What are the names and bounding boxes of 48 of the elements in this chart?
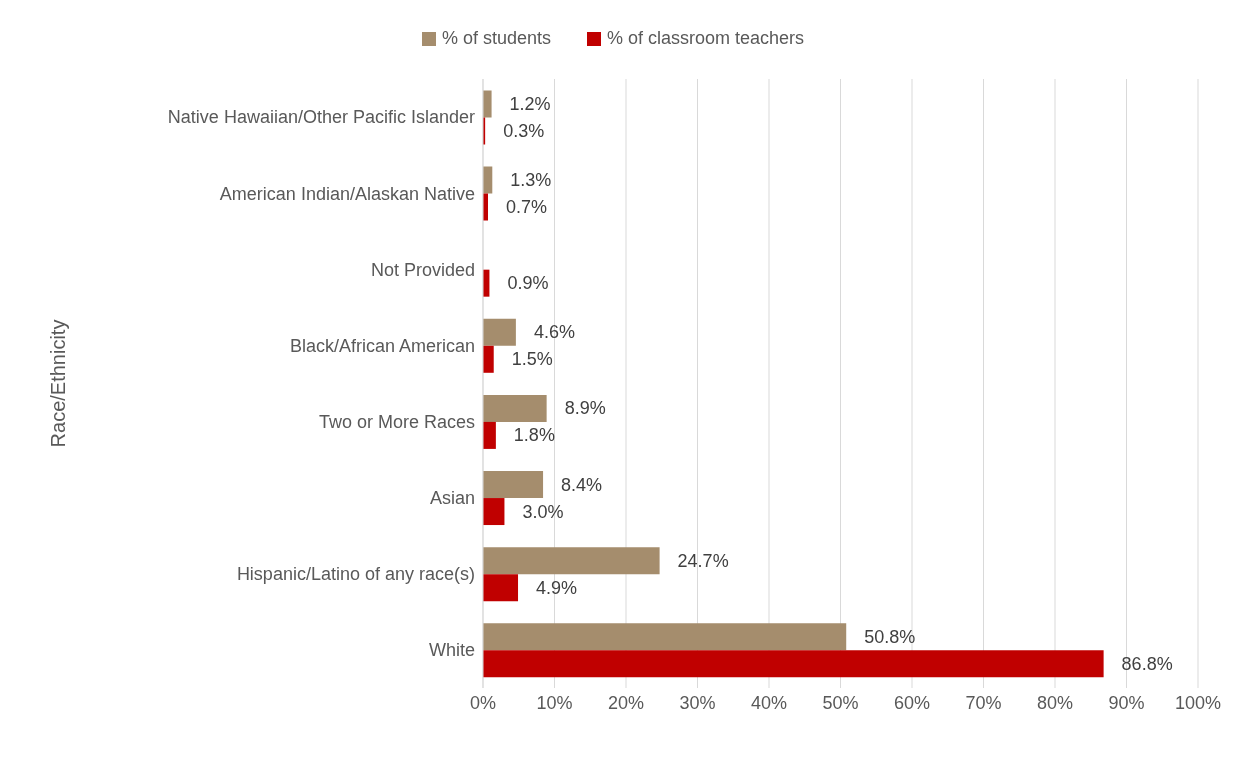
bar: [483, 394, 547, 422]
x-tick-label: 20%: [607, 692, 645, 713]
bar: [483, 623, 847, 651]
bar: [483, 421, 496, 449]
bar: [483, 90, 492, 118]
data-label: 50.8%: [864, 626, 916, 647]
y-axis-title: Race/Ethnicity: [47, 319, 70, 448]
data-label: 0.7%: [506, 197, 548, 218]
bar: [483, 345, 494, 373]
data-label: 1.2%: [509, 93, 551, 114]
y-tick-label: American Indian/Alaskan Native: [219, 183, 475, 204]
data-label: 8.9%: [564, 398, 606, 419]
y-tick-label: Asian: [429, 488, 475, 509]
x-tick-label: 0%: [469, 692, 497, 713]
bar: [483, 318, 516, 346]
data-label: 8.4%: [561, 474, 603, 495]
data-label: 4.9%: [536, 577, 578, 598]
x-tick-label: 50%: [822, 692, 859, 713]
data-label: 3.0%: [522, 501, 564, 522]
bar: [483, 574, 519, 602]
y-tick-label: Black/African American: [289, 335, 475, 356]
y-tick-label: Two or More Races: [318, 411, 475, 432]
legend-label: % of students: [441, 28, 551, 49]
y-tick-label: Native Hawaiian/Other Pacific Islander: [167, 107, 475, 128]
x-tick-label: 80%: [1036, 692, 1074, 713]
x-tick-label: 100%: [1174, 692, 1222, 713]
legend-label: % of classroom teachers: [607, 28, 805, 49]
bar: [483, 498, 505, 526]
bar: [483, 547, 660, 575]
data-label: 0.3%: [503, 120, 545, 141]
x-tick-label: 10%: [536, 692, 573, 713]
x-tick-label: 70%: [965, 692, 1002, 713]
data-label: 4.6%: [533, 322, 575, 343]
bar: [483, 471, 544, 499]
bar: [483, 650, 1104, 678]
y-tick-label: Not Provided: [370, 259, 475, 280]
data-label: 1.5%: [511, 349, 553, 370]
y-tick-label: Hispanic/Latino of any race(s): [236, 564, 475, 585]
data-label: 0.9%: [507, 273, 549, 294]
x-tick-label: 60%: [893, 692, 931, 713]
data-label: 86.8%: [1121, 653, 1173, 674]
y-tick-label: White: [428, 640, 475, 661]
data-label: 1.8%: [513, 425, 555, 446]
x-tick-label: 40%: [750, 692, 788, 713]
data-label: 1.3%: [510, 170, 552, 191]
x-tick-label: 90%: [1108, 692, 1145, 713]
x-tick-label: 30%: [679, 692, 716, 713]
data-label: 24.7%: [677, 550, 729, 571]
